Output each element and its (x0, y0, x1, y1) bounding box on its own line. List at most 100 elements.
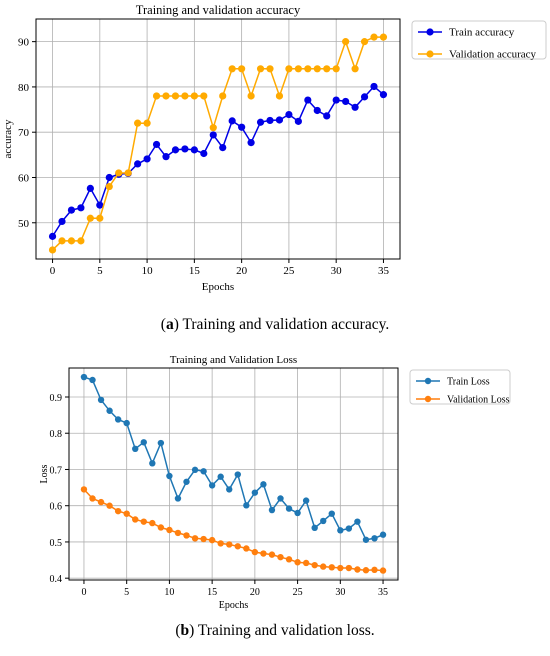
data-point (191, 535, 199, 542)
chart-title: Training and validation accuracy (136, 3, 301, 17)
data-point (209, 124, 217, 132)
data-point (345, 525, 353, 532)
data-point (143, 155, 151, 163)
series-line (51, 85, 384, 237)
y-tick-label: 80 (18, 82, 30, 94)
x-tick-label: 15 (207, 587, 217, 598)
data-point (80, 486, 88, 493)
grid (69, 368, 398, 580)
legend-box (409, 369, 511, 405)
legend-marker (426, 50, 434, 58)
x-tick-label: 25 (283, 265, 295, 277)
data-point (345, 564, 353, 572)
data-point (106, 502, 113, 509)
data-point (294, 509, 301, 517)
data-point (77, 204, 85, 212)
data-point (251, 489, 259, 496)
x-tick-label: 5 (97, 265, 103, 277)
series-validation-accuracy (48, 33, 388, 254)
data-point (181, 92, 189, 100)
y-tick-label: 50 (18, 218, 30, 230)
data-point (266, 65, 274, 73)
data-point (294, 559, 301, 566)
x-tick-label: 5 (124, 587, 129, 598)
loss-caption: (b) Training and validation loss. (175, 622, 375, 639)
data-point (171, 146, 180, 154)
data-point (174, 529, 182, 537)
x-tick-label: 30 (331, 265, 343, 277)
data-point (200, 468, 207, 475)
data-point (67, 237, 76, 245)
data-point (134, 119, 142, 127)
data-point (190, 92, 198, 100)
x-tick-label: 0 (81, 587, 86, 598)
legend: Train Loss Validation Loss (409, 369, 511, 406)
data-point (200, 92, 208, 100)
data-point (89, 495, 96, 502)
data-point (132, 516, 139, 523)
data-point (166, 472, 173, 480)
series-train-loss (80, 373, 387, 543)
data-point (124, 169, 132, 177)
data-point (337, 527, 344, 534)
data-point (190, 146, 198, 154)
accuracy-caption: (a) Training and validation accuracy. (160, 316, 390, 333)
data-point (234, 471, 241, 478)
series-validation-loss (80, 486, 387, 574)
loss-figure: 0 5 10 15 20 25 30 35 0.4 0.5 0.6 0.7 0.8 0.9 Training… (0, 345, 550, 656)
data-point (140, 518, 147, 525)
data-point (294, 65, 302, 73)
data-point (97, 498, 105, 506)
data-point (320, 517, 327, 525)
data-point (67, 206, 76, 214)
x-axis-label: Epochs (219, 600, 249, 611)
y-tick-label: 0.8 (50, 429, 63, 440)
data-point (247, 92, 255, 100)
x-tick-label: 15 (189, 265, 201, 277)
y-tick-label: 0.5 (50, 538, 63, 549)
x-tick-label: 30 (335, 587, 345, 598)
tick-labels: 0 5 10 15 20 25 30 35 50 60 70 80 90 (18, 37, 389, 277)
data-point (208, 536, 216, 544)
data-point (285, 505, 293, 512)
data-point (268, 551, 276, 558)
legend: Train accuracy Validation accuracy (411, 20, 547, 61)
data-point (351, 103, 359, 111)
data-point (58, 217, 66, 226)
data-point (238, 123, 246, 131)
x-tick-label: 10 (142, 265, 154, 277)
data-point (105, 182, 113, 191)
data-point (243, 545, 250, 552)
data-point (226, 486, 233, 493)
data-point (360, 38, 369, 46)
data-point (332, 65, 340, 73)
data-point (219, 144, 227, 152)
data-point (48, 246, 57, 254)
legend-label: Train accuracy (449, 27, 515, 39)
data-point (228, 117, 236, 125)
data-point (285, 110, 293, 119)
data-point (208, 482, 216, 489)
data-point (313, 106, 321, 115)
data-point (152, 140, 161, 149)
x-tick-label: 35 (378, 265, 390, 277)
data-point (96, 201, 104, 209)
data-point (260, 550, 267, 557)
y-tick-label: 0.7 (50, 465, 63, 476)
chart-title: Training and Validation Loss (170, 354, 297, 366)
data-point (275, 116, 284, 124)
data-point (171, 92, 180, 100)
data-point (251, 548, 259, 556)
data-point (342, 38, 350, 46)
accuracy-figure: 0 5 10 15 20 25 30 35 50 60 70 80 90 Training and val… (2, 3, 547, 333)
data-point (342, 97, 350, 106)
data-point (219, 92, 227, 100)
data-point (285, 65, 293, 73)
data-point (123, 419, 130, 427)
grid (36, 19, 400, 259)
data-point (302, 497, 310, 504)
data-point (323, 65, 331, 73)
legend-label: Train Loss (447, 377, 490, 388)
plot-frame (68, 367, 399, 581)
data-point (80, 373, 88, 381)
